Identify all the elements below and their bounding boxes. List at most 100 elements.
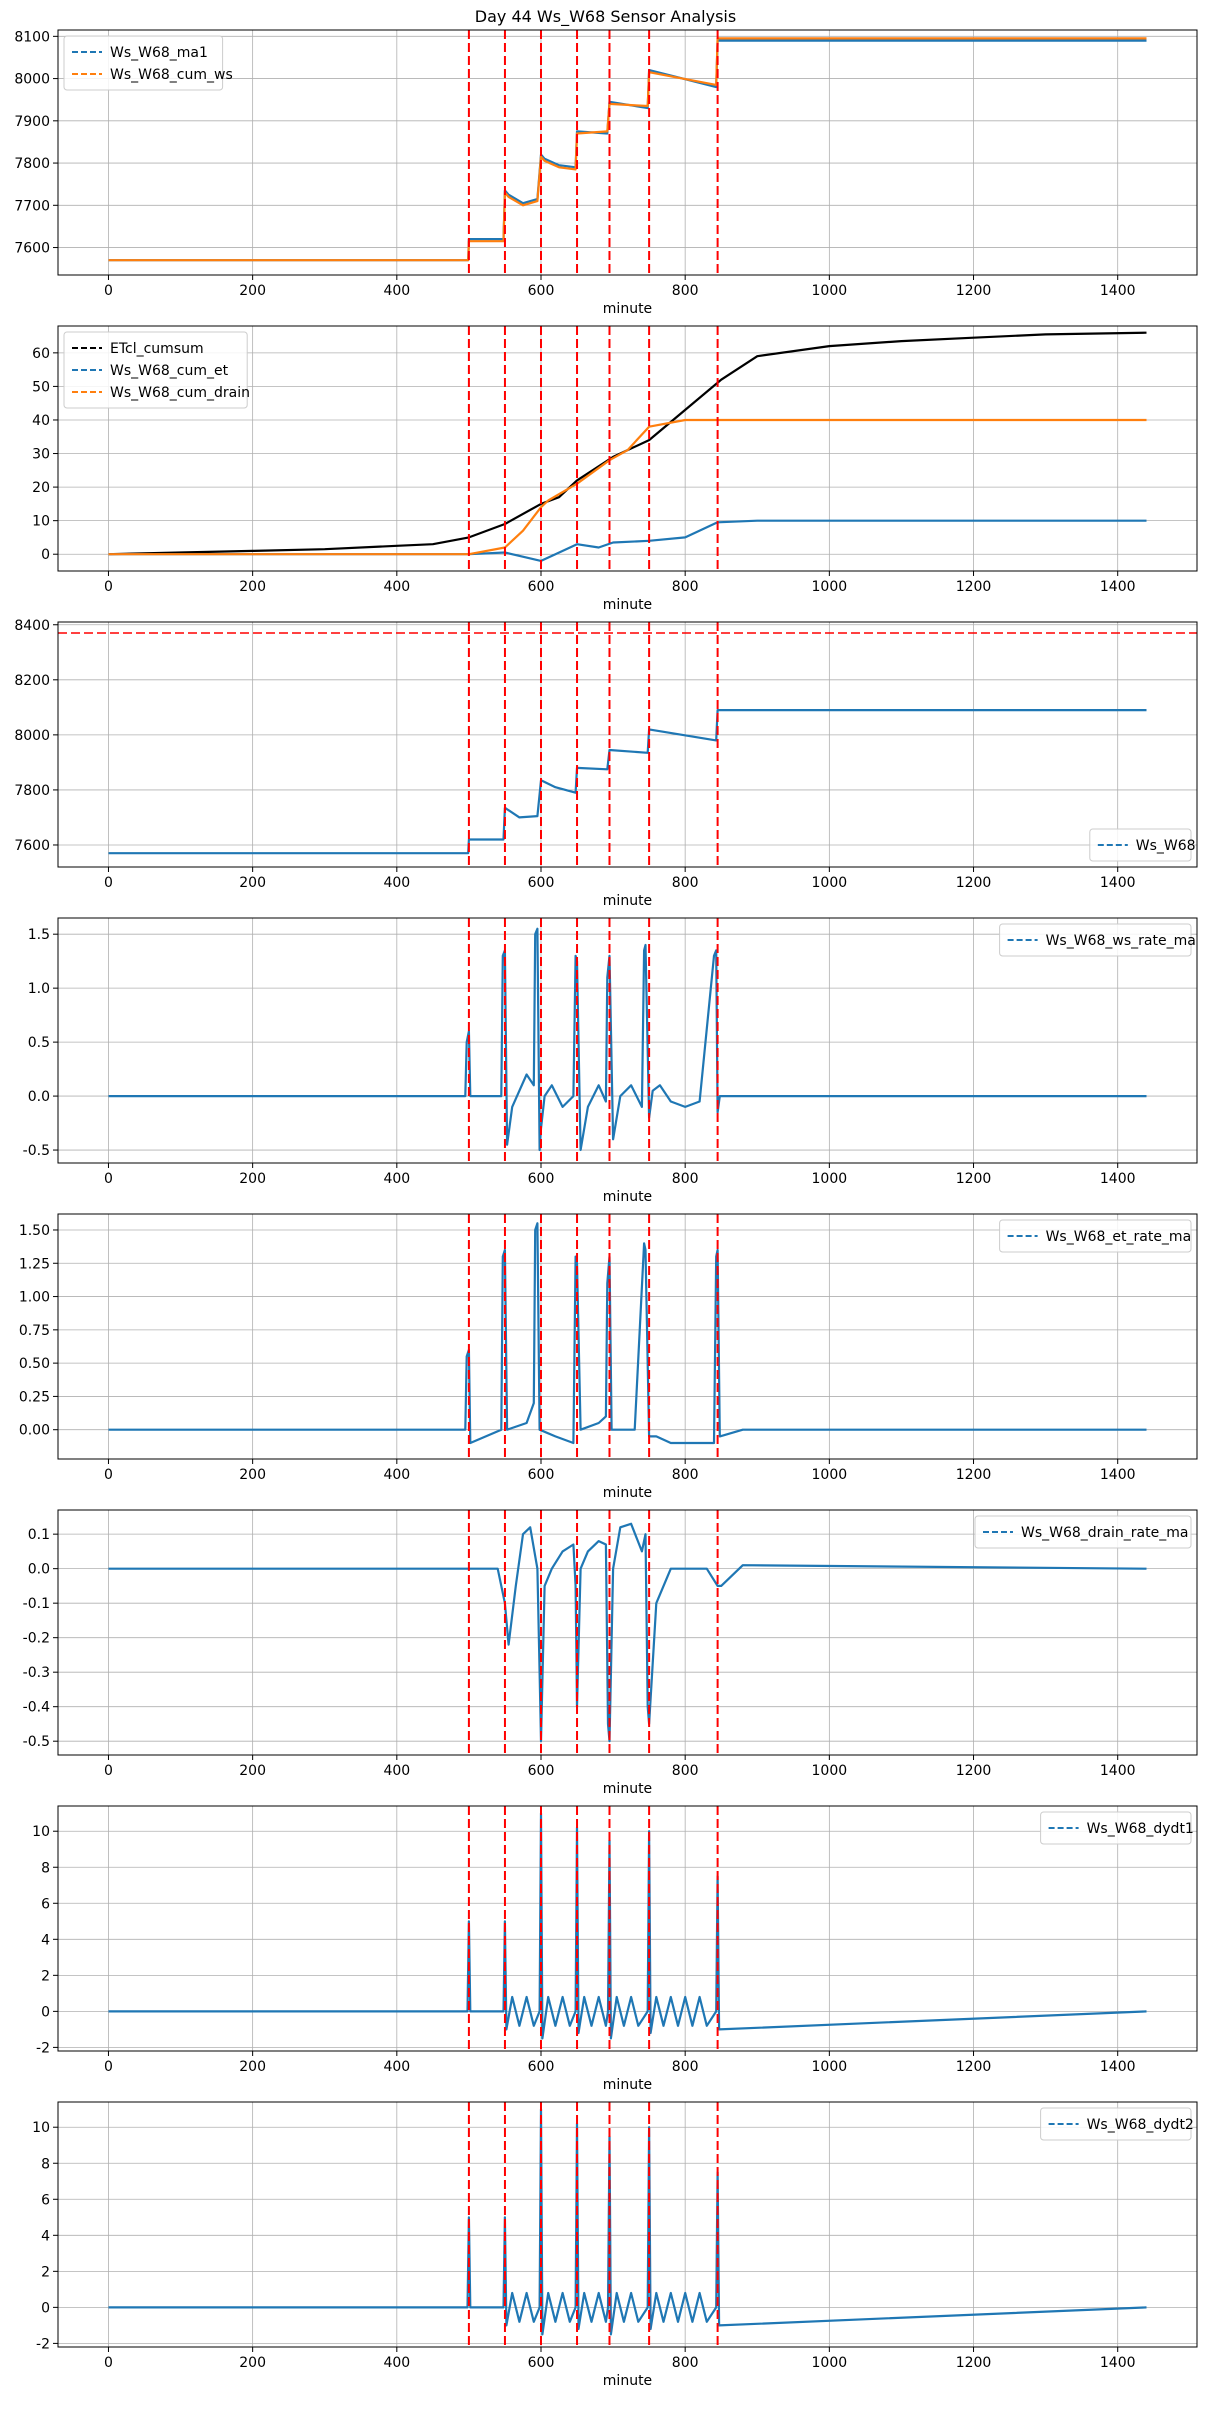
x-tick-label: 1400: [1100, 1171, 1136, 1187]
x-tick-label: 800: [672, 1467, 699, 1483]
y-tick-label: 50: [32, 379, 50, 395]
y-tick-label: -2: [36, 2040, 50, 2056]
x-tick-label: 1000: [812, 875, 848, 891]
legend-label: Ws_W68_ma1: [110, 45, 208, 61]
x-tick-label: 1400: [1100, 579, 1136, 595]
x-tick-label: 1200: [956, 1467, 992, 1483]
x-tick-label: 1000: [812, 1763, 848, 1779]
axes-frame: [57, 1805, 1198, 2052]
x-tick-label: 800: [672, 2059, 699, 2075]
x-tick-label: 600: [528, 579, 555, 595]
x-tick-label: 800: [672, 579, 699, 595]
y-tick-label: 1.0: [28, 981, 50, 997]
legend-label: Ws_W68_dydt1: [1087, 1821, 1194, 1837]
x-tick-label: 200: [239, 875, 266, 891]
legend-box: [999, 923, 1192, 957]
x-tick-label: 600: [528, 875, 555, 891]
x-axis-label: minute: [603, 597, 652, 613]
x-tick-label: 1200: [956, 579, 992, 595]
x-axis-label: minute: [603, 1781, 652, 1797]
series-line-2: [108, 519, 1147, 563]
y-tick-label: 10: [32, 2120, 50, 2136]
x-tick-label: 600: [528, 283, 555, 299]
plot-area: [108, 1806, 1147, 2051]
x-tick-label: 0: [104, 875, 113, 891]
subplot-8: 0 200 400 600 800 1000 1200 1400 -2 0 2 4 6 8 10 minute…: [32, 2101, 1198, 2389]
x-tick-label: 600: [528, 1467, 555, 1483]
x-tick-label: 400: [383, 1763, 410, 1779]
axes-frame: [57, 1213, 1198, 1460]
y-tick-label: 0.1: [28, 1527, 50, 1543]
legend-label: Ws_W68: [1136, 838, 1196, 854]
x-tick-label: 600: [528, 2355, 555, 2371]
x-tick-label: 400: [383, 2059, 410, 2075]
x-tick-label: 200: [239, 2059, 266, 2075]
subplot-5: 0 200 400 600 800 1000 1200 1400 0.00 0.25 0.50 0.7…: [19, 1213, 1198, 1501]
legend: Ws_W68_et_rate_ma: [999, 1219, 1192, 1253]
plot-area: [108, 326, 1147, 571]
x-tick-label: 200: [239, 1171, 266, 1187]
plot-area: [108, 30, 1147, 275]
x-tick-label: 0: [104, 579, 113, 595]
x-axis-label: minute: [603, 1189, 652, 1205]
legend: ETcl_cumsum Ws_W68_cum_et Ws_W68_cum_drain: [63, 331, 250, 409]
x-tick-label: 800: [672, 2355, 699, 2371]
y-tick-label: 8000: [14, 728, 50, 744]
legend-label: Ws_W68_drain_rate_ma: [1021, 1525, 1188, 1541]
legend: Ws_W68_drain_rate_ma: [974, 1515, 1192, 1549]
y-tick-label: 6: [41, 2192, 50, 2208]
axes-frame: [57, 1509, 1198, 1756]
series-line-1: [108, 1812, 1147, 2040]
axes-frame: [57, 2101, 1198, 2348]
series-line-3: [108, 418, 1147, 556]
x-tick-label: 1400: [1100, 2355, 1136, 2371]
x-tick-label: 400: [383, 1467, 410, 1483]
x-tick-label: 1200: [956, 2355, 992, 2371]
axes-frame: [57, 325, 1198, 572]
x-tick-label: 0: [104, 1467, 113, 1483]
y-tick-label: 8000: [14, 72, 50, 88]
y-tick-label: 7600: [14, 838, 50, 854]
axes-frame: [57, 29, 1198, 276]
y-tick-label: 6: [41, 1896, 50, 1912]
x-tick-label: 1400: [1100, 2059, 1136, 2075]
x-tick-label: 600: [528, 1763, 555, 1779]
x-tick-label: 800: [672, 1171, 699, 1187]
y-tick-label: 0.0: [28, 1562, 50, 1578]
x-tick-label: 0: [104, 2059, 113, 2075]
series-line-1: [108, 708, 1147, 855]
y-tick-label: 0: [41, 2004, 50, 2020]
subplot-2: 0 200 400 600 800 1000 1200 1400 0 10 20 30 40 50 60 mi…: [32, 325, 1198, 613]
axes-frame: [57, 917, 1198, 1164]
y-tick-label: 0: [41, 547, 50, 563]
x-tick-label: 200: [239, 2355, 266, 2371]
legend: Ws_W68_ma1 Ws_W68_cum_ws: [63, 35, 233, 91]
subplot-7: 0 200 400 600 800 1000 1200 1400 -2 0 2 4 6 8 10 minute…: [32, 1805, 1198, 2093]
x-tick-label: 1400: [1100, 1763, 1136, 1779]
x-tick-label: 1400: [1100, 875, 1136, 891]
y-tick-label: 10: [32, 514, 50, 530]
x-tick-label: 400: [383, 875, 410, 891]
figure-title: Day 44 Ws_W68 Sensor Analysis: [475, 7, 736, 27]
plot-area: [108, 1510, 1147, 1755]
legend-label: Ws_W68_ws_rate_ma: [1046, 933, 1196, 949]
y-tick-label: 8: [41, 1860, 50, 1876]
y-tick-label: 1.00: [19, 1290, 50, 1306]
legend-box: [999, 1219, 1192, 1253]
x-axis-label: minute: [603, 2077, 652, 2093]
y-tick-label: 0.5: [28, 1035, 50, 1051]
y-tick-label: 2: [41, 1968, 50, 1984]
x-tick-label: 600: [528, 2059, 555, 2075]
legend-label: Ws_W68_cum_ws: [110, 67, 233, 83]
y-tick-label: -0.3: [23, 1665, 50, 1681]
subplot-1: 0 200 400 600 800 1000 1200 1400 7600 7700 7800 790…: [14, 29, 1198, 317]
legend: Ws_W68_dydt2: [1040, 2107, 1194, 2141]
plot-area: [108, 1214, 1147, 1459]
x-tick-label: 400: [383, 579, 410, 595]
x-tick-label: 0: [104, 1763, 113, 1779]
x-tick-label: 800: [672, 1763, 699, 1779]
y-tick-label: -0.5: [23, 1734, 50, 1750]
series-line-1: [108, 1222, 1147, 1445]
y-tick-label: 8200: [14, 673, 50, 689]
y-tick-label: 7800: [14, 783, 50, 799]
